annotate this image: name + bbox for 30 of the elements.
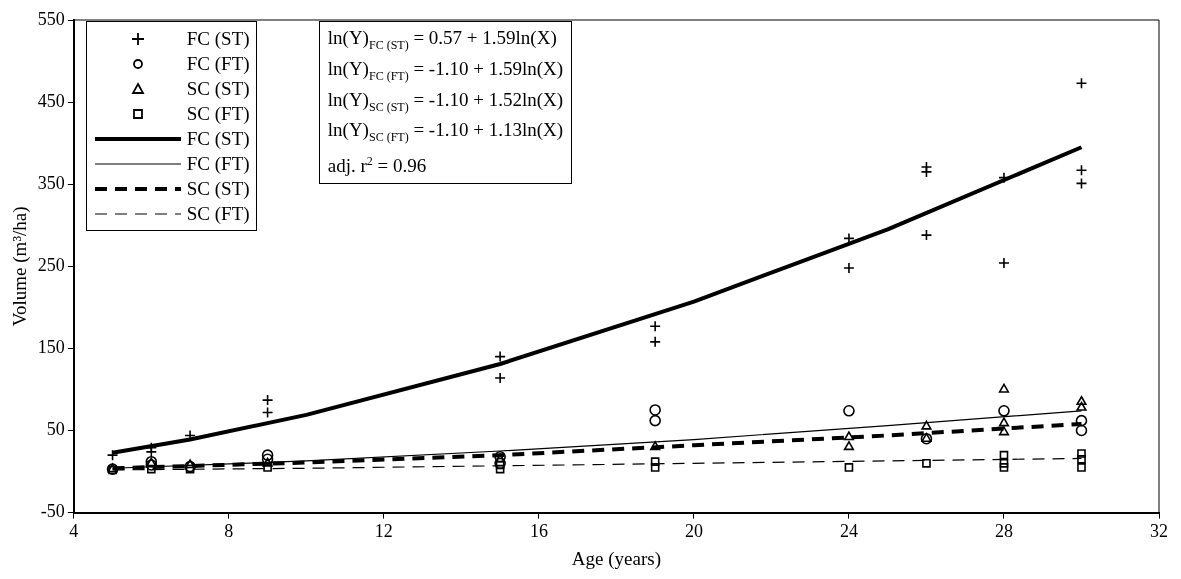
x-tick-label: 24 (839, 521, 858, 542)
y-tick-label: 550 (37, 8, 65, 29)
x-tick-label: 12 (374, 521, 393, 542)
legend-label: FC (ST) (186, 27, 250, 50)
legend-label: SC (FT) (186, 202, 250, 225)
x-tick-label: 8 (224, 521, 234, 542)
y-tick-label: 50 (46, 419, 65, 440)
y-tick-label: 350 (37, 172, 65, 193)
legend-label: SC (ST) (186, 177, 250, 200)
y-tick-label: -50 (40, 501, 65, 522)
legend-label: SC (FT) (186, 102, 250, 125)
legend-label: FC (FT) (186, 52, 250, 75)
x-axis-title: Age (years) (571, 547, 661, 570)
annotation: ln(Y)$_{FC (FT)}$ = -1.10 + 1.59ln(X) (327, 56, 564, 85)
y-tick-label: 250 (37, 255, 65, 276)
annotation: ln(Y)$_{FC (ST)}$ = 0.57 + 1.59ln(X) (327, 26, 558, 54)
x-tick-label: 16 (529, 521, 548, 542)
legend-label: FC (ST) (186, 127, 250, 150)
y-tick-label: 150 (37, 337, 65, 358)
legend-label: FC (FT) (186, 152, 250, 175)
x-tick-label: 32 (1150, 521, 1168, 542)
y-axis-title: Volume (m³/ha) (9, 206, 32, 327)
x-tick-label: 4 (69, 521, 79, 542)
annotation: ln(Y)$_{SC (ST)}$ = -1.10 + 1.52ln(X) (327, 87, 564, 116)
x-tick-label: 20 (684, 521, 703, 542)
annotation: ln(Y)$_{SC (FT)}$ = -1.10 + 1.13ln(X) (327, 118, 564, 147)
legend-label: SC (ST) (186, 77, 250, 100)
annotation: adj. r$^{2}$ = 0.96 (327, 153, 428, 179)
y-tick-label: 450 (37, 90, 65, 111)
x-tick-label: 28 (994, 521, 1013, 542)
